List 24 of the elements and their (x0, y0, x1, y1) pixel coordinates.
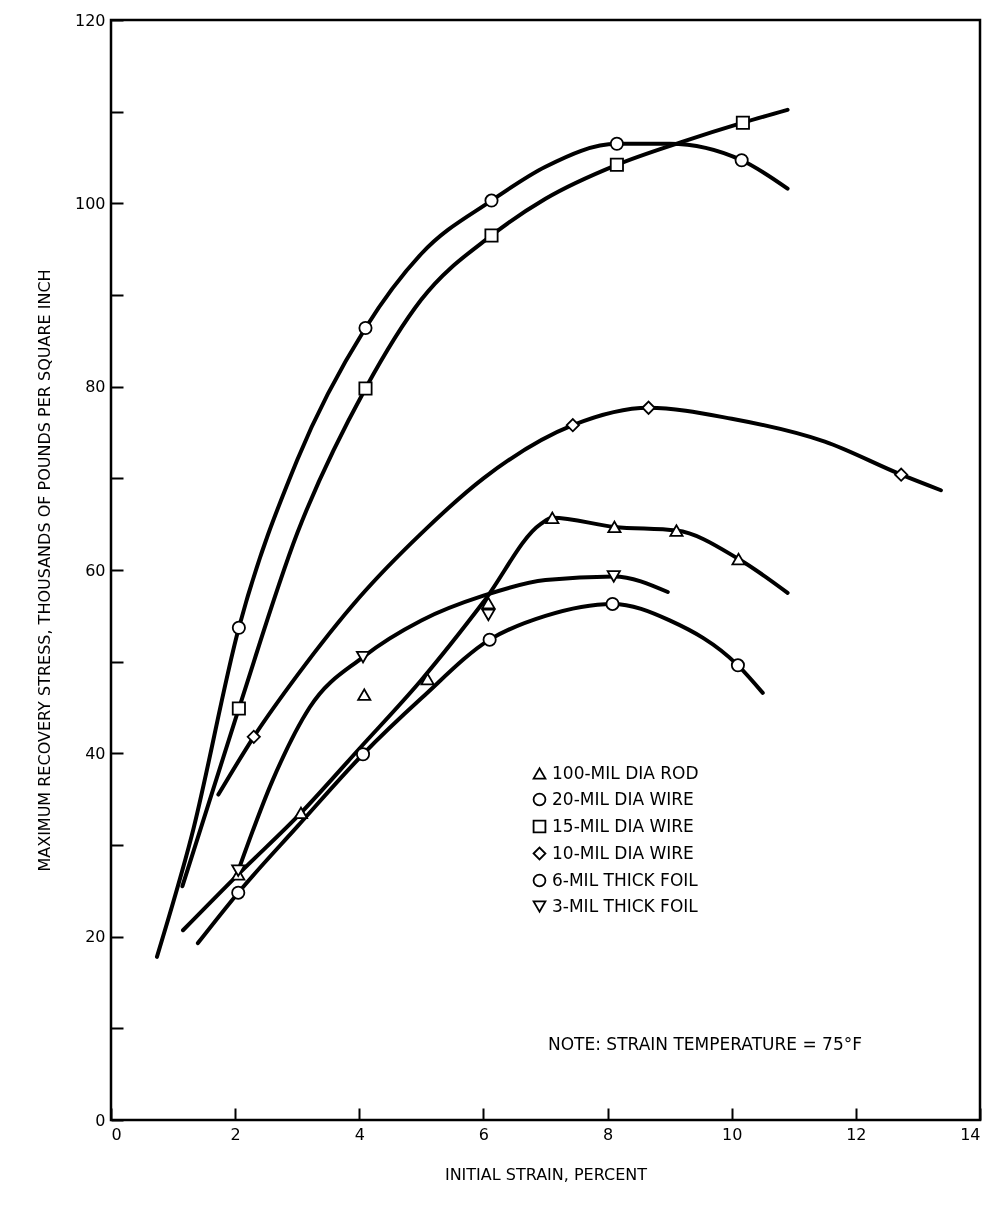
x-tick-label: 12 (846, 1124, 867, 1144)
y-tick-label: 0 (95, 1110, 106, 1130)
legend-label: 3-MIL THICK FOIL (552, 895, 699, 916)
x-tick-label: 6 (478, 1124, 490, 1144)
y-tick-label: 20 (85, 927, 106, 947)
x-tick-label: 8 (602, 1124, 614, 1144)
legend-label: 20-MIL DIA WIRE (552, 788, 694, 809)
y-tick-label: 100 (74, 193, 106, 213)
legend-label: 6-MIL THICK FOIL (552, 869, 699, 890)
x-tick-label: 2 (230, 1124, 241, 1144)
x-tick-label: 10 (722, 1124, 743, 1144)
legend-label: 15-MIL DIA WIRE (552, 815, 694, 836)
y-tick-label: 80 (85, 377, 106, 397)
x-tick-label: 14 (960, 1124, 981, 1144)
y-tick-label: 40 (85, 743, 106, 763)
x-tick-label: 4 (354, 1124, 365, 1144)
y-axis-title: MAXIMUM RECOVERY STRESS, THOUSANDS OF POUNDS PER SQUARE INCH (34, 269, 54, 872)
x-tick-label: 0 (111, 1124, 122, 1144)
y-tick-label: 120 (74, 10, 106, 30)
annotation: NOTE: STRAIN TEMPERATURE = 75°F (548, 1034, 862, 1054)
y-tick-label: 60 (85, 560, 106, 580)
legend-label: 10-MIL DIA WIRE (552, 842, 694, 863)
x-axis-title: INITIAL STRAIN, PERCENT (444, 1164, 648, 1184)
legend-label: 100-MIL DIA ROD (552, 762, 699, 783)
